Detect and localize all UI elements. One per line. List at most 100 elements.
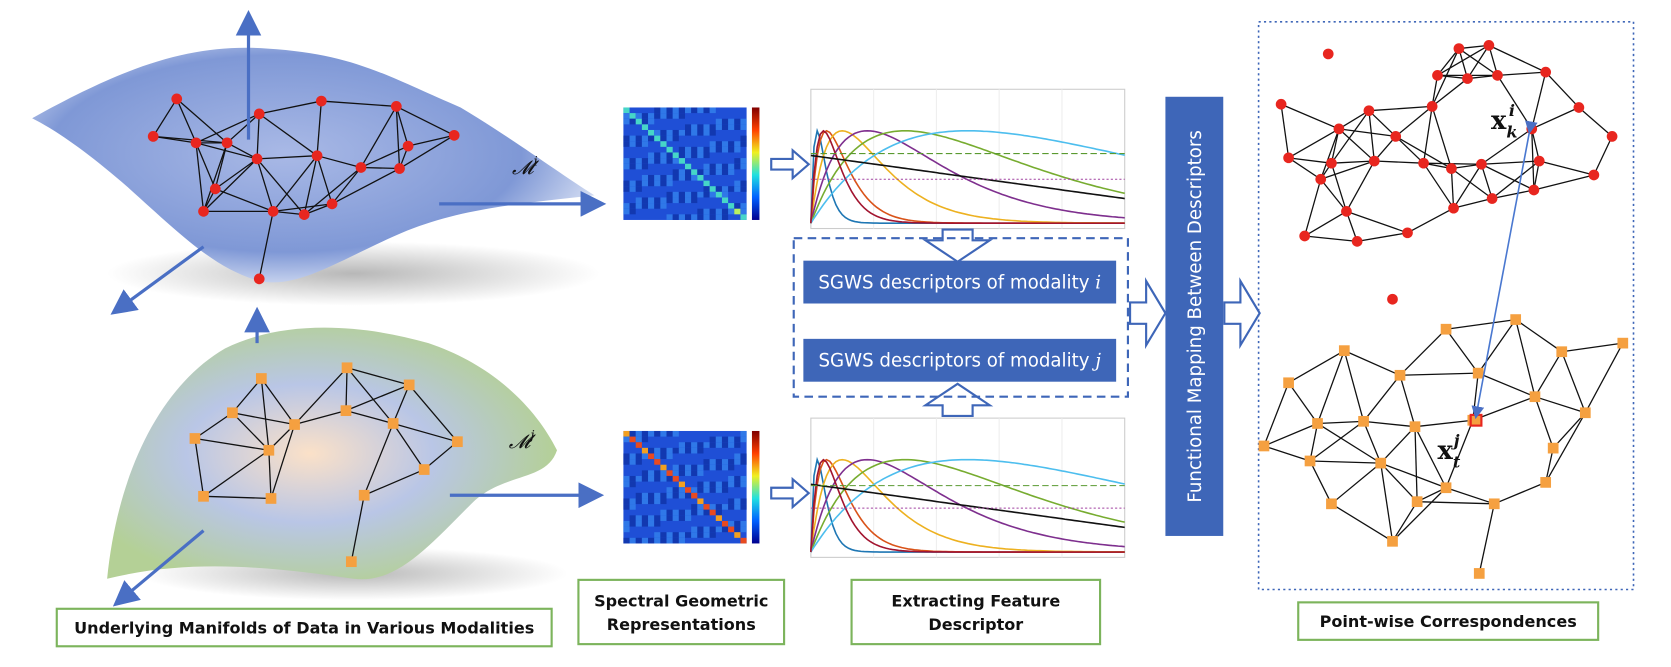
matrix-cell [697, 191, 704, 198]
node [326, 198, 338, 210]
matrix-cell [654, 158, 661, 164]
node [1304, 455, 1316, 467]
edge [268, 450, 272, 499]
edge [1309, 460, 1333, 505]
matrix-cell [709, 191, 716, 198]
arrow [1128, 277, 1167, 350]
matrix-cell [740, 158, 747, 164]
matrix-cell [728, 504, 735, 510]
matrix-cell [666, 180, 673, 187]
edge [1331, 160, 1375, 164]
mapping-box [1165, 96, 1224, 536]
matrix-cell [635, 430, 642, 437]
matrix-cell [672, 197, 679, 204]
node [1368, 155, 1380, 167]
matrix-cell [648, 129, 655, 136]
matrix-cell [703, 180, 710, 187]
edge [260, 378, 296, 425]
matrix-cell [691, 442, 698, 448]
edge [1316, 350, 1345, 424]
matrix-cell [629, 180, 636, 187]
node [1333, 123, 1345, 135]
node [1387, 293, 1398, 305]
matrix-cell [685, 197, 692, 204]
edge [1380, 462, 1447, 489]
matrix-cell [691, 509, 698, 516]
node [1411, 496, 1423, 508]
matrix-cell [635, 515, 642, 521]
matrix-cell [672, 532, 679, 538]
matrix-cell [740, 537, 747, 544]
edge [1545, 412, 1586, 483]
node [189, 433, 201, 444]
superscript: j [527, 429, 534, 444]
node [358, 489, 370, 501]
edge [1362, 421, 1382, 464]
matrix-cell [678, 197, 686, 204]
matrix-cell [678, 152, 686, 159]
matrix-cell [734, 124, 741, 130]
node [289, 419, 300, 430]
edge [1280, 103, 1340, 130]
matrix-cell [709, 129, 716, 136]
node [1446, 163, 1457, 174]
edge [1436, 48, 1460, 76]
edge [273, 203, 333, 213]
matrix-cell [728, 163, 735, 170]
matrix-cell [734, 475, 741, 482]
caption-boxes [55, 578, 1600, 648]
edge [294, 367, 348, 425]
edge [1453, 163, 1482, 209]
matrix-cell [721, 526, 729, 533]
matrix-cell [728, 118, 735, 125]
matrix-cell [721, 124, 729, 130]
matrix-cell [666, 487, 673, 493]
edge [1545, 447, 1554, 483]
edge [231, 412, 270, 451]
matrix-cell [691, 124, 698, 130]
edge [360, 145, 409, 169]
arrow [921, 228, 994, 264]
matrix-cell [666, 191, 673, 198]
edge [1263, 422, 1318, 447]
matrix-cell [697, 442, 704, 448]
edge [1304, 179, 1322, 237]
matrix-cell [678, 537, 686, 544]
edge [1534, 396, 1554, 449]
edge [399, 134, 455, 170]
caption: Descriptor [928, 615, 1023, 634]
matrix-cell [734, 532, 741, 538]
caption-box [577, 578, 786, 646]
matrix-cell [660, 203, 667, 209]
matrix-cell [660, 141, 667, 147]
matrix-cell [740, 203, 747, 209]
descriptor-box [803, 260, 1117, 304]
matrix-cell [654, 498, 661, 505]
edge [176, 98, 197, 144]
matrix-cell [629, 515, 636, 521]
node [1390, 131, 1402, 142]
matrix-cell [703, 526, 710, 533]
matrix-cell [648, 453, 655, 460]
matrix-cell [734, 180, 741, 187]
matrix-cell [697, 152, 704, 159]
edge [1288, 382, 1319, 424]
matrix-cell [715, 509, 722, 516]
node [1462, 73, 1473, 84]
matrix-cell [623, 107, 630, 114]
matrix-cell [648, 492, 655, 499]
matrix-cell [672, 464, 679, 471]
matrix-cell [641, 203, 649, 209]
edge [1545, 71, 1580, 108]
node [340, 405, 352, 416]
edge [1310, 460, 1381, 464]
matrix-cell [635, 197, 642, 204]
node [1341, 206, 1352, 217]
node [1375, 457, 1387, 469]
matrix-cell [685, 532, 692, 538]
matrix-cell [666, 470, 673, 476]
matrix-cell [641, 118, 649, 125]
edge [1399, 375, 1416, 427]
matrix-cell [703, 208, 710, 215]
